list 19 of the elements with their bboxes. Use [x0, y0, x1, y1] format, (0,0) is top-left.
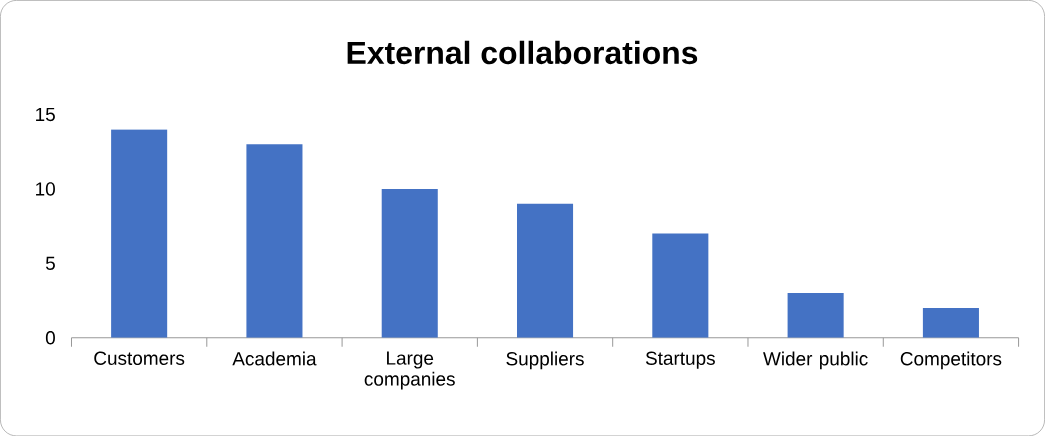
x-tick-label: Suppliers	[506, 351, 584, 370]
y-tick-label: 5	[45, 256, 55, 270]
x-tick-label: Large companies	[364, 351, 455, 390]
bar	[246, 144, 303, 338]
y-tick-label: 0	[45, 330, 55, 345]
x-tick-label: Startups	[645, 351, 715, 369]
chart-title: External collaborations	[347, 40, 698, 65]
x-tick-label: Customers	[94, 351, 185, 365]
bar	[652, 233, 709, 338]
bar	[381, 188, 438, 338]
bar	[111, 129, 168, 338]
bar	[517, 203, 574, 338]
x-tick-label: Academia	[232, 351, 317, 366]
bar	[922, 307, 979, 338]
x-tick-label: Competitors	[900, 351, 1002, 370]
x-tick-label: Wider public	[763, 351, 868, 370]
y-tick-label: 10	[36, 182, 55, 196]
bar	[787, 292, 844, 338]
y-tick-label: 15	[36, 107, 55, 121]
